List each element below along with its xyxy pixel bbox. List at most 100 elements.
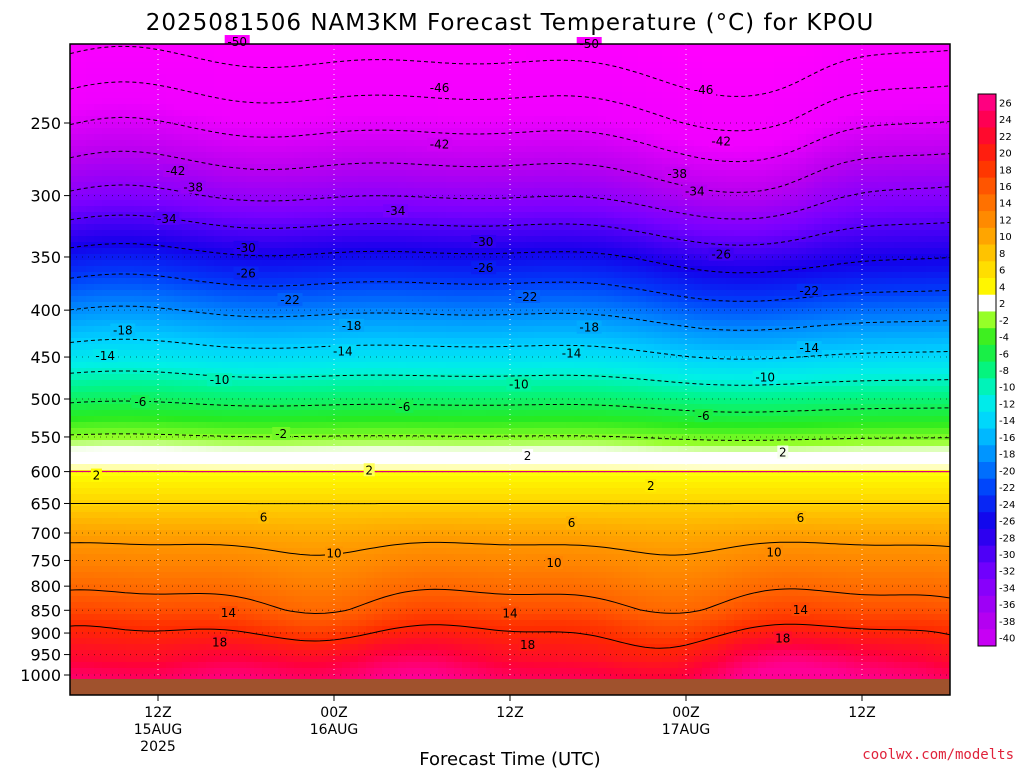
temperature-cell xyxy=(206,254,215,261)
temperature-cell xyxy=(390,428,399,435)
temperature-cell xyxy=(302,212,311,219)
temperature-cell xyxy=(190,266,199,273)
temperature-cell xyxy=(246,110,255,117)
temperature-cell xyxy=(310,518,319,525)
temperature-cell xyxy=(198,248,207,255)
temperature-cell xyxy=(126,68,135,75)
temperature-cell xyxy=(342,578,351,585)
temperature-cell xyxy=(214,164,223,171)
temperature-cell xyxy=(358,86,367,93)
temperature-cell xyxy=(334,632,343,639)
temperature-cell xyxy=(414,674,423,681)
temperature-cell xyxy=(270,470,279,477)
temperature-cell xyxy=(430,326,439,333)
temperature-cell xyxy=(318,350,327,357)
temperature-cell xyxy=(254,440,263,447)
temperature-cell xyxy=(126,344,135,351)
temperature-cell xyxy=(270,590,279,597)
temperature-cell xyxy=(190,608,199,615)
temperature-cell xyxy=(190,260,199,267)
temperature-cell xyxy=(294,218,303,225)
temperature-cell xyxy=(374,62,383,69)
temperature-cell xyxy=(142,302,151,309)
temperature-cell xyxy=(118,128,127,135)
temperature-cell xyxy=(142,530,151,537)
temperature-cell xyxy=(270,554,279,561)
temperature-cell xyxy=(390,368,399,375)
temperature-cell xyxy=(166,560,175,567)
temperature-cell xyxy=(102,200,111,207)
temperature-cell xyxy=(294,644,303,651)
temperature-cell xyxy=(246,122,255,129)
temperature-cell xyxy=(430,374,439,381)
temperature-cell xyxy=(246,212,255,219)
temperature-cell xyxy=(86,416,95,423)
temperature-cell xyxy=(326,458,335,465)
temperature-cell xyxy=(238,446,247,453)
temperature-cell xyxy=(422,296,431,303)
temperature-cell xyxy=(158,356,167,363)
temperature-cell xyxy=(118,254,127,261)
temperature-cell xyxy=(414,284,423,291)
temperature-cell xyxy=(174,236,183,243)
temperature-cell xyxy=(310,656,319,663)
temperature-cell xyxy=(382,644,391,651)
temperature-cell xyxy=(158,614,167,621)
temperature-cell xyxy=(110,128,119,135)
temperature-cell xyxy=(414,74,423,81)
temperature-cell xyxy=(166,362,175,369)
temperature-cell xyxy=(174,560,183,567)
temperature-cell xyxy=(302,278,311,285)
temperature-cell xyxy=(278,314,287,321)
temperature-cell xyxy=(342,92,351,99)
temperature-cell xyxy=(342,566,351,573)
temperature-cell xyxy=(86,278,95,285)
temperature-cell xyxy=(110,104,119,111)
temperature-cell xyxy=(398,278,407,285)
temperature-cell xyxy=(182,278,191,285)
temperature-cell xyxy=(310,614,319,621)
temperature-cell xyxy=(222,194,231,201)
temperature-cell xyxy=(110,632,119,639)
temperature-cell xyxy=(278,158,287,165)
temperature-cell xyxy=(158,446,167,453)
temperature-cell xyxy=(294,626,303,633)
temperature-cell xyxy=(110,224,119,231)
temperature-cell xyxy=(366,620,375,627)
temperature-cell xyxy=(126,470,135,477)
temperature-cell xyxy=(142,410,151,417)
temperature-cell xyxy=(430,566,439,573)
temperature-cell xyxy=(270,536,279,543)
temperature-cell xyxy=(86,194,95,201)
temperature-cell xyxy=(302,662,311,669)
temperature-cell xyxy=(86,212,95,219)
temperature-cell xyxy=(142,368,151,375)
temperature-cell xyxy=(278,212,287,219)
temperature-cell xyxy=(142,650,151,657)
temperature-cell xyxy=(158,476,167,483)
temperature-cell xyxy=(398,194,407,201)
temperature-cell xyxy=(262,620,271,627)
temperature-cell xyxy=(142,128,151,135)
temperature-cell xyxy=(174,272,183,279)
temperature-cell xyxy=(78,428,87,435)
temperature-cell xyxy=(134,182,143,189)
temperature-cell xyxy=(238,236,247,243)
temperature-cell xyxy=(286,644,295,651)
temperature-cell xyxy=(374,476,383,483)
temperature-cell xyxy=(278,524,287,531)
temperature-cell xyxy=(214,506,223,513)
temperature-cell xyxy=(222,512,231,519)
temperature-cell xyxy=(118,458,127,465)
temperature-cell xyxy=(190,212,199,219)
temperature-cell xyxy=(86,668,95,675)
temperature-cell xyxy=(94,332,103,339)
temperature-cell xyxy=(254,164,263,171)
temperature-cell xyxy=(86,566,95,573)
temperature-cell xyxy=(182,440,191,447)
temperature-cell xyxy=(262,224,271,231)
temperature-cell xyxy=(254,308,263,315)
temperature-cell xyxy=(142,362,151,369)
temperature-cell xyxy=(222,398,231,405)
temperature-cell xyxy=(262,542,271,549)
